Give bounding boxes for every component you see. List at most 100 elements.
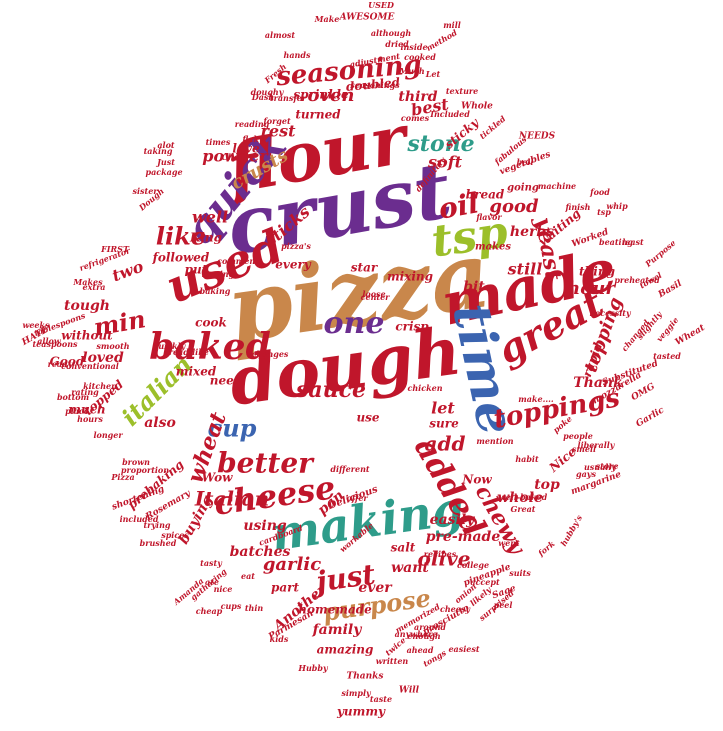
cloud-word: proportion xyxy=(121,465,169,475)
cloud-word: tasty xyxy=(200,558,223,568)
cloud-word: inside xyxy=(400,42,427,52)
cloud-word: let xyxy=(431,399,455,418)
cloud-word: bread-like xyxy=(163,347,209,357)
cloud-word: necessity xyxy=(589,308,632,318)
cloud-word: smell xyxy=(572,444,596,454)
cloud-word: part xyxy=(271,581,299,595)
cloud-word: place xyxy=(65,406,89,416)
cloud-word: alot xyxy=(157,140,175,150)
cloud-word: salt xyxy=(391,541,416,555)
cloud-word: went xyxy=(498,538,520,548)
cloud-word: teaspoons xyxy=(32,339,78,349)
cloud-word: Great xyxy=(510,504,535,514)
cloud-word: makes xyxy=(475,242,511,253)
cloud-word: OMG xyxy=(630,382,657,404)
cloud-word: ahead xyxy=(407,645,434,655)
cloud-word: habit xyxy=(515,454,539,464)
cloud-word: homemade xyxy=(298,603,372,617)
cloud-word: Hubby xyxy=(297,663,329,673)
cloud-word: make.... xyxy=(518,394,554,404)
cloud-word: least xyxy=(622,237,644,247)
cloud-word: written xyxy=(376,656,409,666)
cloud-word: FIRST xyxy=(100,244,130,254)
cloud-word: package xyxy=(145,167,182,177)
cloud-word: sprinkle xyxy=(293,88,349,102)
cloud-word: anywhere xyxy=(395,629,438,639)
cloud-word: pizza's xyxy=(281,241,311,251)
cloud-word: dried xyxy=(385,39,409,49)
cloud-word: USED xyxy=(368,0,394,10)
cloud-word: nice xyxy=(214,584,233,594)
cloud-word: comment xyxy=(217,256,259,266)
cloud-word: store xyxy=(596,461,619,471)
cloud-word: loved xyxy=(82,350,124,366)
cloud-word: hands xyxy=(284,50,311,60)
cloud-word: well xyxy=(192,208,228,227)
cloud-word: Pizza xyxy=(110,472,134,482)
cloud-word: brown xyxy=(122,457,150,467)
cloud-word: whip xyxy=(606,201,628,211)
cloud-word: sure xyxy=(429,417,459,431)
cloud-word: flavor xyxy=(475,212,502,222)
cloud-word: finish xyxy=(565,202,591,212)
cloud-word: cook xyxy=(195,316,227,330)
cloud-word: Let xyxy=(425,69,441,79)
cloud-word: add xyxy=(425,432,466,456)
cloud-word: without xyxy=(61,329,113,343)
cloud-word: times xyxy=(206,137,231,147)
cloud-word: almost xyxy=(265,30,296,40)
cloud-word: using xyxy=(243,518,287,534)
cloud-word: AWESOME xyxy=(339,13,395,23)
cloud-word: liberally xyxy=(578,440,616,450)
cloud-word: easiest xyxy=(448,644,479,654)
cloud-word: thin xyxy=(245,603,264,613)
cloud-word: easily xyxy=(430,512,475,528)
cloud-word: cheesy xyxy=(440,604,471,614)
cloud-word: turned xyxy=(295,108,341,122)
cloud-word: stone xyxy=(406,131,474,157)
cloud-word: preheated xyxy=(614,275,660,285)
cloud-word: herbs xyxy=(510,224,554,240)
cloud-word: tsp xyxy=(428,206,510,267)
cloud-word: peel xyxy=(494,600,513,610)
cloud-word: every xyxy=(275,258,312,272)
cloud-word: cups xyxy=(221,601,242,611)
cloud-word: mixing xyxy=(387,270,433,284)
cloud-word: love xyxy=(232,142,260,156)
cloud-word: hours xyxy=(77,414,103,424)
cloud-word: sauce xyxy=(295,377,366,403)
cloud-word: better xyxy=(217,447,315,480)
cloud-word: usually xyxy=(584,462,617,472)
cloud-word: reading xyxy=(235,119,270,129)
cloud-word: baked xyxy=(149,326,271,368)
cloud-word: Will xyxy=(399,686,420,696)
cloud-word: although xyxy=(371,28,411,38)
cloud-word: whole xyxy=(497,490,543,506)
cloud-word: need xyxy=(210,374,243,388)
cloud-word: offer xyxy=(346,493,368,503)
cloud-word: leaving xyxy=(202,269,235,279)
cloud-word: like xyxy=(156,222,206,251)
cloud-word: ate xyxy=(205,577,219,587)
cloud-word: two xyxy=(109,257,146,286)
cloud-word: much xyxy=(68,403,105,417)
cloud-word: people xyxy=(563,431,593,441)
cloud-word: flaky xyxy=(241,134,265,144)
cloud-word: tsp xyxy=(597,207,611,217)
cloud-word: bell xyxy=(517,157,534,167)
cloud-word: pre-made xyxy=(426,529,501,545)
cloud-word: good xyxy=(489,196,539,217)
cloud-word: oven xyxy=(307,85,354,106)
cloud-word: put xyxy=(185,263,208,277)
cloud-word: cup xyxy=(208,414,257,443)
cloud-word: tough xyxy=(64,298,110,314)
cloud-word: ready xyxy=(48,359,74,369)
cloud-word: brushed xyxy=(140,538,177,548)
cloud-word: Now xyxy=(461,473,492,487)
cloud-word: Just xyxy=(155,157,175,167)
cloud-word: olive xyxy=(418,547,471,571)
cloud-word: Dash xyxy=(251,92,275,102)
cloud-word: third xyxy=(398,89,437,105)
cloud-word: garlic xyxy=(263,554,321,575)
cloud-word: hubby's xyxy=(558,513,584,548)
